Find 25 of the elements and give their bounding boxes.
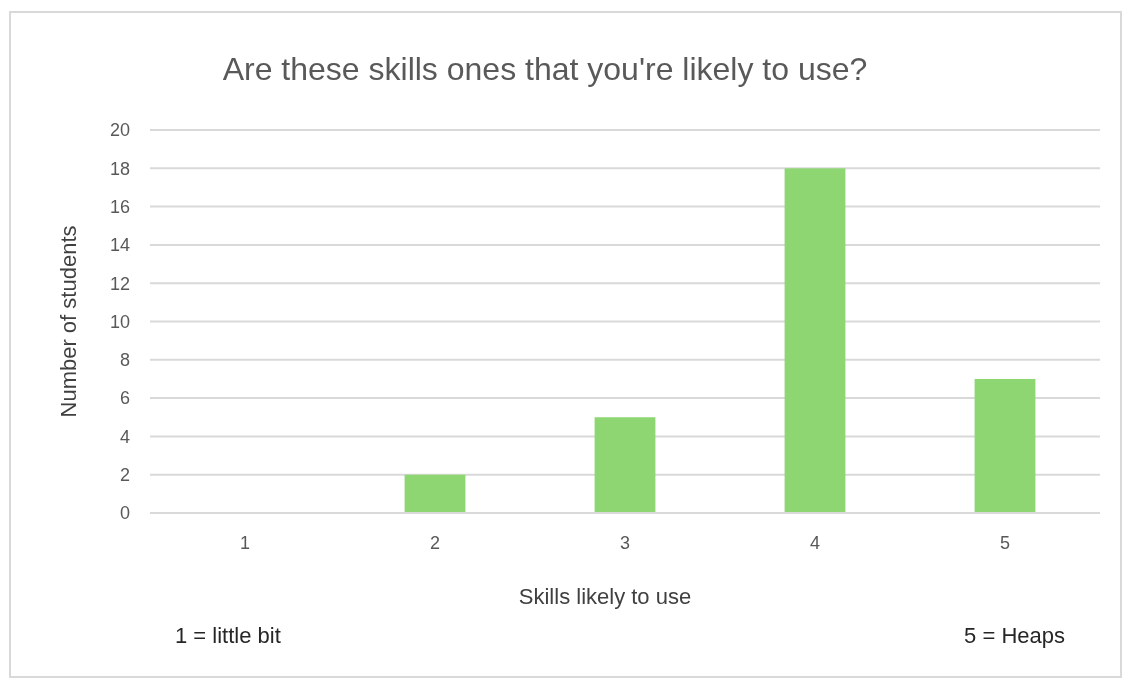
chart-title: Are these skills ones that you're likely to use? <box>222 51 868 87</box>
y-tick-label: 18 <box>109 158 130 179</box>
text: 1 = little bit <box>175 623 281 648</box>
y-tick-label: 16 <box>109 196 130 217</box>
bar <box>784 168 846 513</box>
x-tick-label: 2 <box>429 533 441 553</box>
y-tick-label: 20 <box>109 120 130 141</box>
x-tick-label: 5 <box>999 533 1011 553</box>
y-tick-label: 8 <box>119 350 130 371</box>
x-tick-label: 4 <box>809 533 821 553</box>
y-tick-label: 4 <box>119 426 130 447</box>
text: 5 = Heaps <box>964 623 1065 648</box>
y-tick-label: 0 <box>119 503 130 524</box>
bar <box>594 417 656 513</box>
x-axis-title: Skills likely to use <box>518 584 692 609</box>
y-tick-label: 10 <box>109 311 130 332</box>
y-tick-label: 12 <box>109 273 130 294</box>
bar <box>404 474 466 513</box>
y-tick-label: 6 <box>119 388 130 409</box>
x-tick-label: 1 <box>239 533 251 553</box>
bar <box>974 378 1036 513</box>
y-axis-title: Number of students <box>56 225 81 418</box>
y-tick-label: 14 <box>109 235 130 256</box>
x-tick-label: 3 <box>619 533 631 553</box>
y-tick-label: 2 <box>119 465 130 485</box>
